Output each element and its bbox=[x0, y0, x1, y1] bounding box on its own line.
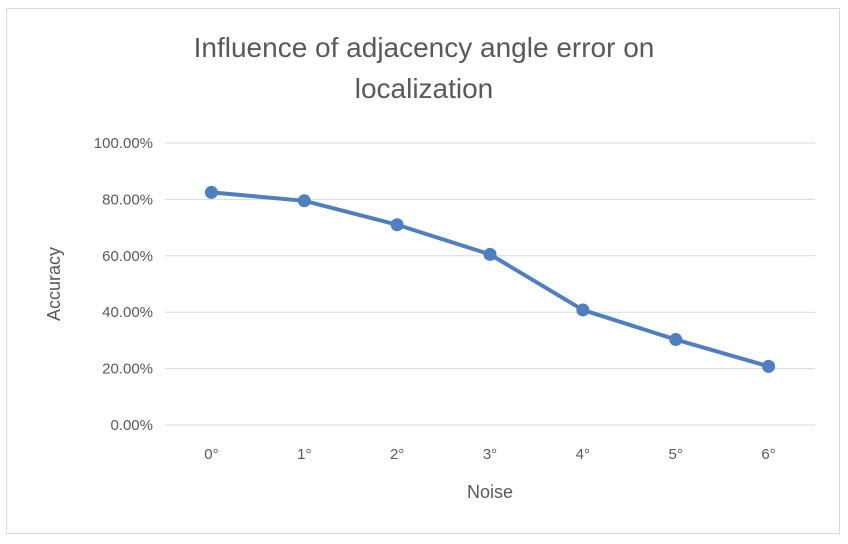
data-point bbox=[483, 247, 497, 261]
x-tick-label: 0° bbox=[204, 446, 218, 463]
data-point bbox=[390, 218, 404, 232]
y-tick-label: 60.00% bbox=[102, 248, 153, 265]
y-tick-label: 100.00% bbox=[94, 135, 153, 152]
x-tick-label: 2° bbox=[390, 446, 404, 463]
y-tick-label: 0.00% bbox=[110, 417, 153, 434]
chart-title-line-2: localization bbox=[355, 73, 494, 104]
data-point bbox=[576, 303, 590, 317]
series-line bbox=[209, 190, 771, 369]
data-point bbox=[669, 333, 683, 347]
gridlines bbox=[165, 142, 815, 426]
x-tick-label: 4° bbox=[576, 446, 590, 463]
x-tick-label: 5° bbox=[669, 446, 683, 463]
chart-title-line-1: Influence of adjacency angle error on bbox=[194, 32, 655, 63]
data-point bbox=[204, 185, 218, 199]
x-tick-label: 6° bbox=[761, 446, 775, 463]
x-axis-label: Noise bbox=[467, 482, 513, 502]
y-tick-label: 40.00% bbox=[102, 304, 153, 321]
data-point bbox=[297, 194, 311, 208]
y-tick-label: 80.00% bbox=[102, 191, 153, 208]
series-accuracy bbox=[204, 185, 776, 373]
x-tick-labels: 0° 1° 2° 3° 4° 5° 6° bbox=[204, 446, 775, 463]
y-tick-labels: 0.00% 20.00% 40.00% 60.00% 80.00% 100.00% bbox=[94, 135, 153, 434]
x-tick-label: 3° bbox=[483, 446, 497, 463]
chart-frame bbox=[6, 8, 840, 534]
y-axis-label: Accuracy bbox=[44, 247, 64, 321]
y-tick-label: 20.00% bbox=[102, 361, 153, 378]
x-tick-label: 1° bbox=[297, 446, 311, 463]
data-point bbox=[762, 359, 776, 373]
